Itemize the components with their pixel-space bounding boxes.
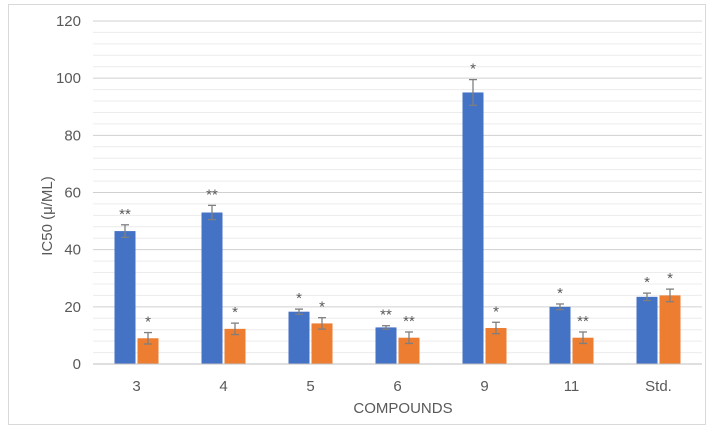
error-bars — [121, 78, 674, 345]
x-tick-label: 3 — [132, 378, 140, 395]
bar — [572, 337, 594, 364]
bar — [201, 212, 223, 364]
significance-marker: ** — [403, 313, 415, 330]
significance-marker: ** — [119, 206, 131, 223]
x-tick-label: Std. — [645, 378, 672, 395]
bar — [659, 295, 681, 364]
x-tick-label: 4 — [219, 378, 227, 395]
bar — [398, 337, 420, 364]
significance-marker: * — [493, 303, 499, 320]
bar — [114, 231, 136, 364]
bar — [462, 92, 484, 364]
x-tick-label: 9 — [480, 378, 488, 395]
x-axis-ticks: 3 4 5 6 9 11 Std. — [132, 378, 672, 395]
significance-marker: ** — [206, 186, 218, 203]
bar — [137, 338, 159, 364]
y-tick-label: 40 — [64, 242, 81, 259]
significance-marker: * — [644, 274, 650, 291]
significance-marker: * — [557, 285, 563, 302]
bar — [549, 306, 571, 364]
significance-marker: * — [145, 314, 151, 331]
bar — [375, 327, 397, 364]
significance-annotations: ******** ** ******** * — [119, 61, 673, 331]
y-axis-ticks: 0 20 40 60 80 100 120 — [56, 13, 81, 373]
y-tick-label: 60 — [64, 185, 81, 202]
y-tick-label: 20 — [64, 299, 81, 316]
significance-marker: * — [667, 270, 673, 287]
bar — [485, 327, 507, 364]
significance-marker: * — [319, 299, 325, 316]
significance-marker: ** — [380, 307, 392, 324]
bars — [114, 92, 681, 364]
bar — [288, 311, 310, 364]
y-tick-label: 80 — [64, 127, 81, 144]
y-tick-label: 120 — [56, 13, 81, 30]
bar — [311, 323, 333, 364]
gridlines — [93, 20, 702, 354]
bar — [636, 296, 658, 364]
significance-marker: * — [296, 290, 302, 307]
significance-marker: * — [470, 61, 476, 78]
x-axis-label: COMPOUNDS — [353, 400, 452, 417]
y-tick-label: 0 — [73, 356, 81, 373]
significance-marker: ** — [577, 313, 589, 330]
y-axis-label: IC50 (μ/ML) — [39, 176, 56, 256]
y-tick-label: 100 — [56, 70, 81, 87]
x-tick-label: 5 — [306, 378, 314, 395]
significance-marker: * — [232, 304, 238, 321]
x-tick-label: 11 — [564, 378, 580, 395]
x-tick-label: 6 — [393, 378, 401, 395]
bar — [224, 328, 246, 364]
